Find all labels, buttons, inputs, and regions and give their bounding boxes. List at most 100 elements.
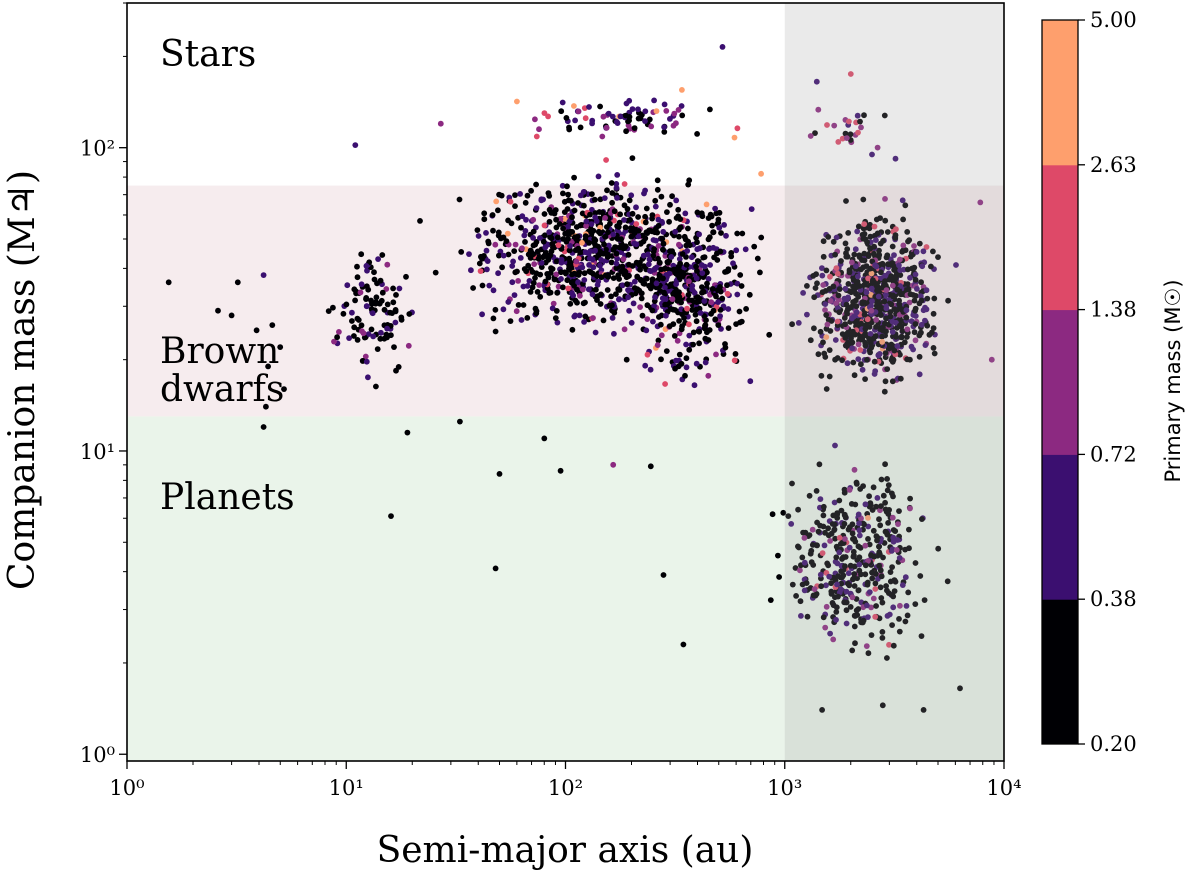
data-point [664,209,670,216]
data-point [635,214,641,220]
data-point [820,339,826,346]
data-point [598,274,605,281]
data-point [866,589,873,595]
data-point [626,307,632,314]
data-point [826,573,833,580]
data-point [374,346,381,352]
data-point [874,537,880,544]
data-point [575,200,581,206]
data-point [707,211,714,218]
data-point [523,216,529,223]
data-point [470,285,476,291]
data-point [683,261,690,268]
data-point [542,244,549,251]
data-point [633,221,640,227]
data-point [564,231,571,238]
data-point [856,527,863,534]
data-point [581,319,587,325]
data-point [622,224,629,231]
colorbar-tick-label: 1.38 [1090,298,1137,322]
data-point [716,209,723,216]
data-point [354,263,360,270]
data-point [835,573,842,579]
data-point [642,108,649,115]
data-point [871,358,878,365]
region-label: Planets [160,477,295,518]
data-point [739,230,746,237]
data-point [865,614,871,620]
data-point [566,255,573,262]
data-point [625,251,632,258]
data-point [500,252,507,259]
data-point [604,254,611,260]
data-point [360,330,367,337]
data-point [836,309,843,316]
data-point [265,363,271,370]
data-point [528,187,534,194]
data-point [819,550,826,556]
data-point [560,284,566,291]
data-point [387,309,393,316]
data-point [666,323,673,329]
data-point [515,302,522,308]
data-point [849,594,856,601]
data-point [859,366,866,373]
data-point [662,296,669,303]
data-point [811,325,817,332]
data-point [876,351,883,357]
data-point [344,282,351,289]
data-point [719,44,726,50]
data-point [616,287,623,293]
data-point [679,87,685,93]
data-point [705,276,712,282]
data-point [849,530,856,537]
data-point [643,205,650,212]
data-point [683,242,690,249]
data-point [667,306,674,312]
data-point [903,307,910,314]
data-point [546,193,553,199]
data-point [676,275,683,281]
data-point [661,265,668,272]
data-point [657,321,664,328]
data-point [524,315,531,321]
data-point [836,534,843,541]
data-point [869,279,876,285]
data-point [658,356,664,363]
data-point [893,547,900,553]
y-tick-label: 10⁰ [80,743,115,767]
data-point [363,295,370,301]
data-point [691,382,698,389]
data-point [631,230,638,236]
data-point [600,250,607,257]
data-point [870,527,877,534]
data-point [737,272,744,278]
data-point [822,307,828,313]
data-point [876,247,882,254]
data-point [879,339,886,345]
data-point [529,284,536,291]
data-point [827,538,833,544]
data-point [988,356,995,363]
data-point [977,199,984,206]
data-point [484,258,491,264]
data-point [642,118,648,124]
data-point [883,287,890,293]
data-point [589,291,596,298]
data-point [809,526,816,533]
data-point [869,151,875,158]
data-point [587,248,594,255]
data-point [567,300,574,307]
data-point [799,581,806,588]
data-point [839,331,846,337]
data-point [868,285,875,292]
data-point [919,516,925,522]
x-tick-label: 10⁰ [109,776,144,800]
data-point [554,234,561,241]
colorbar-segment [1042,164,1078,311]
data-point [536,282,543,288]
data-point [825,525,831,532]
data-point [807,133,814,139]
data-point [364,303,370,310]
data-point [816,461,823,468]
